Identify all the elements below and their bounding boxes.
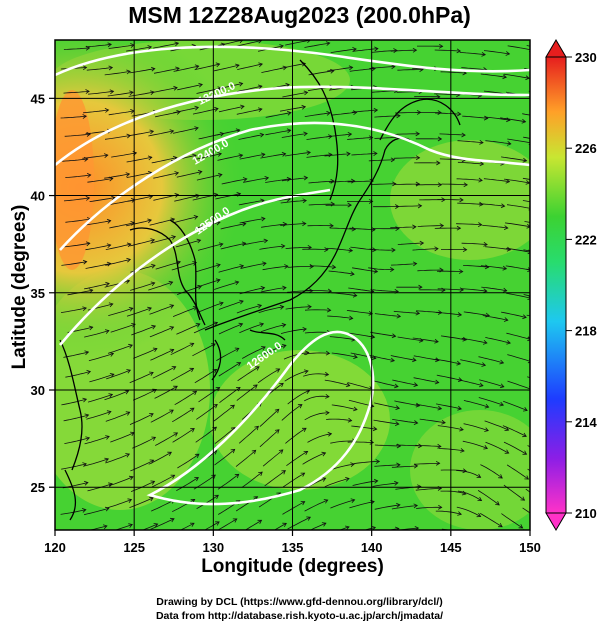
x-tick-label: 135	[282, 540, 304, 555]
credit-data: Data from http://database.rish.kyoto-u.a…	[155, 610, 444, 622]
y-tick-label: 30	[31, 383, 45, 398]
coastlines	[59, 59, 461, 521]
colorbar-tick-label: 226	[575, 141, 597, 156]
x-tick-label: 125	[123, 540, 145, 555]
x-tick-label: 120	[44, 540, 66, 555]
y-tick-label: 35	[31, 286, 45, 301]
x-axis-ticks: 120 125 130 135 140 145 150	[44, 530, 541, 555]
y-axis-ticks: 25 30 35 40 45	[31, 91, 55, 495]
colorbar-tick-label: 230	[575, 50, 597, 65]
colorbar-tick-label: 214	[575, 415, 597, 430]
colorbar-tick-label: 218	[575, 324, 597, 339]
y-axis-label: Latitude (degrees)	[9, 204, 30, 370]
x-tick-label: 130	[202, 540, 224, 555]
colorbar-tick-label: 222	[575, 232, 597, 247]
graticule	[55, 40, 530, 530]
field-shading: 12300.0 12400.0 12500.0 12600.0	[55, 40, 530, 530]
x-tick-label: 140	[361, 540, 383, 555]
colorbar: 210 214 218 222 226 230	[545, 39, 597, 531]
plot-title: MSM 12Z28Aug2023 (200.0hPa)	[128, 2, 471, 28]
credit-drawing: Drawing by DCL (https://www.gfd-dennou.o…	[156, 596, 443, 608]
x-tick-label: 150	[519, 540, 541, 555]
x-axis-label: Longitude (degrees)	[201, 556, 384, 577]
y-tick-label: 45	[31, 91, 45, 106]
x-tick-label: 145	[440, 540, 462, 555]
y-tick-label: 40	[31, 189, 45, 204]
y-tick-label: 25	[31, 480, 45, 495]
colorbar-tick-label: 210	[575, 506, 597, 521]
